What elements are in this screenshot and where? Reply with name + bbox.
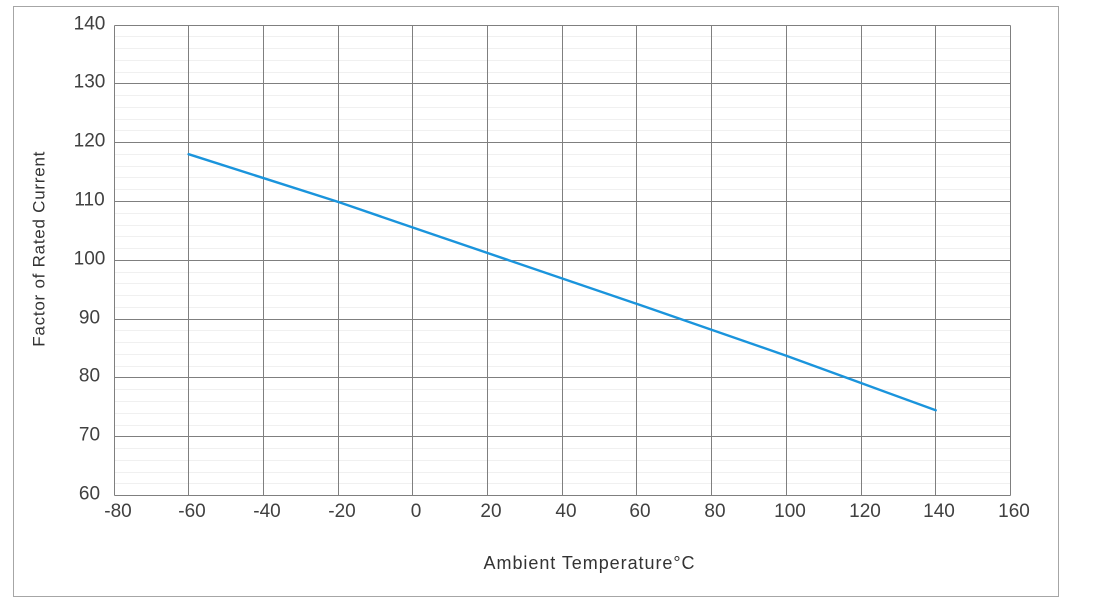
svg-text:120: 120 <box>849 501 881 522</box>
svg-text:160: 160 <box>998 501 1030 522</box>
svg-text:-40: -40 <box>253 501 280 522</box>
svg-text:60: 60 <box>629 501 650 522</box>
svg-text:-20: -20 <box>328 501 355 522</box>
svg-text:140: 140 <box>74 14 106 35</box>
svg-text:20: 20 <box>480 501 501 522</box>
svg-text:80: 80 <box>79 366 100 387</box>
svg-text:-80: -80 <box>104 501 131 522</box>
svg-text:140: 140 <box>923 501 955 522</box>
svg-text:Factor of Rated Current: Factor of Rated Current <box>30 151 49 347</box>
svg-text:40: 40 <box>555 501 576 522</box>
svg-text:70: 70 <box>79 425 100 446</box>
svg-text:110: 110 <box>74 190 104 211</box>
svg-text:-60: -60 <box>178 501 205 522</box>
svg-text:0: 0 <box>411 501 422 522</box>
svg-text:90: 90 <box>79 308 100 329</box>
svg-text:100: 100 <box>74 249 106 270</box>
svg-text:100: 100 <box>774 501 806 522</box>
svg-text:Ambient Temperature°C: Ambient Temperature°C <box>484 553 696 573</box>
svg-text:60: 60 <box>79 484 100 505</box>
svg-text:120: 120 <box>74 131 106 152</box>
svg-text:80: 80 <box>704 501 725 522</box>
svg-text:130: 130 <box>74 72 106 93</box>
